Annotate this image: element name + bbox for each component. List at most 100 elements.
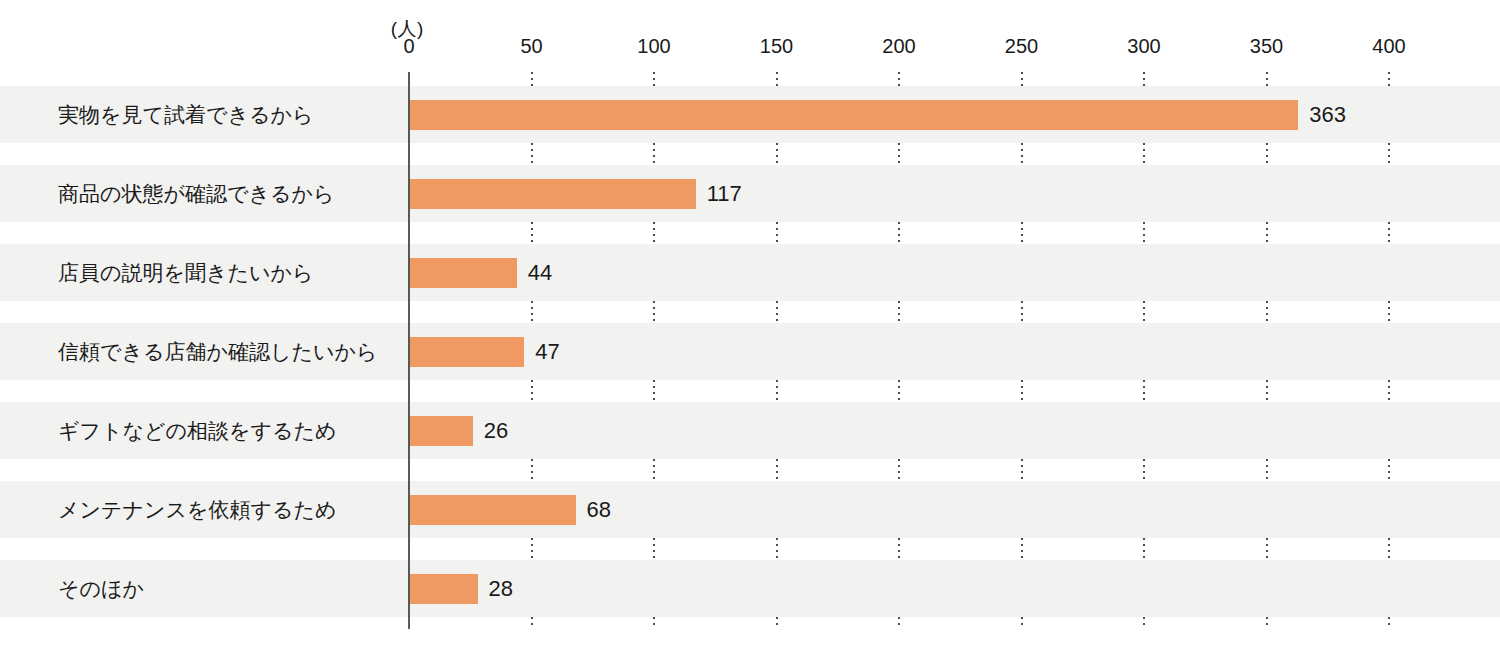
gridline-segment [1388, 617, 1390, 629]
gridline-segment [898, 222, 900, 244]
gridline-segment [776, 143, 778, 165]
gridline-segment [531, 143, 533, 165]
gridline-segment [1143, 380, 1145, 402]
gridline-segment [531, 380, 533, 402]
chart-row: 信頼できる店舗か確認したいから 47 [0, 323, 1500, 380]
gridline-segment [1388, 380, 1390, 402]
gridline-segment [531, 617, 533, 629]
gridline-segment [653, 301, 655, 323]
x-tick-label: 250 [1005, 35, 1038, 58]
category-label: ギフトなどの相談をするため [58, 417, 336, 445]
x-tick-label: 400 [1372, 35, 1405, 58]
gridline-segment [1266, 538, 1268, 560]
value-label: 44 [528, 260, 552, 286]
gridline-segment [531, 459, 533, 481]
chart-row: 商品の状態が確認できるから 117 [0, 165, 1500, 222]
category-label: 商品の状態が確認できるから [58, 180, 334, 208]
gridline-segment [531, 222, 533, 244]
gridline-segment [1266, 222, 1268, 244]
bar [409, 416, 473, 446]
gridline-segment [1266, 72, 1268, 86]
gridline-segment [776, 72, 778, 86]
bar [409, 337, 524, 367]
gridline-segment [1266, 143, 1268, 165]
value-label: 68 [587, 497, 611, 523]
category-label: メンテナンスを依頼するため [58, 496, 336, 524]
gridline-segment [1388, 222, 1390, 244]
gridline-segment [1143, 301, 1145, 323]
gridline-segment [1021, 380, 1023, 402]
gridline-segment [898, 617, 900, 629]
gridline-segment [1388, 301, 1390, 323]
chart-row: そのほか 28 [0, 560, 1500, 617]
gridline-segment [776, 222, 778, 244]
gridline-segment [531, 301, 533, 323]
gridline-segment [653, 459, 655, 481]
x-tick-label: 100 [637, 35, 670, 58]
x-tick-label: 200 [882, 35, 915, 58]
gridline-segment [776, 617, 778, 629]
gridline-segment [653, 617, 655, 629]
gridline-segment [653, 222, 655, 244]
category-label: 実物を見て試着できるから [58, 101, 313, 129]
gridline-segment [1143, 222, 1145, 244]
gridline-segment [776, 380, 778, 402]
gridline-segment [1388, 538, 1390, 560]
gridline-segment [1266, 617, 1268, 629]
x-tick-label: 150 [760, 35, 793, 58]
bar [409, 100, 1298, 130]
gridline-segment [531, 72, 533, 86]
gridline-segment [1143, 617, 1145, 629]
gridline-segment [1266, 301, 1268, 323]
gridline-segment [1143, 538, 1145, 560]
gridline-segment [1266, 459, 1268, 481]
gridline-segment [1021, 459, 1023, 481]
gridline-segment [898, 538, 900, 560]
value-label: 117 [707, 181, 742, 207]
gridline-segment [1021, 538, 1023, 560]
y-axis-line [408, 72, 410, 629]
gridline-segment [898, 301, 900, 323]
x-tick-label: 350 [1250, 35, 1283, 58]
bar [409, 179, 696, 209]
category-label: 信頼できる店舗か確認したいから [58, 338, 377, 366]
gridline-segment [898, 143, 900, 165]
x-tick-label: 50 [520, 35, 542, 58]
gridline-segment [1143, 459, 1145, 481]
gridline-segment [898, 72, 900, 86]
bar [409, 258, 517, 288]
gridline-segment [776, 459, 778, 481]
gridline-segment [898, 459, 900, 481]
gridline-segment [898, 380, 900, 402]
category-label: 店員の説明を聞きたいから [58, 259, 313, 287]
bar [409, 495, 576, 525]
chart-row: 店員の説明を聞きたいから 44 [0, 244, 1500, 301]
gridline-segment [531, 538, 533, 560]
x-tick-label: 300 [1127, 35, 1160, 58]
gridline-segment [1388, 72, 1390, 86]
gridline-segment [1266, 380, 1268, 402]
gridline-segment [1388, 143, 1390, 165]
gridline-segment [1021, 222, 1023, 244]
chart-row: 実物を見て試着できるから 363 [0, 86, 1500, 143]
gridline-segment [1021, 72, 1023, 86]
chart-row: ギフトなどの相談をするため 26 [0, 402, 1500, 459]
gridline-segment [653, 380, 655, 402]
gridline-segment [1143, 143, 1145, 165]
x-tick-label: 0 [403, 35, 414, 58]
value-label: 26 [484, 418, 508, 444]
gridline-segment [653, 143, 655, 165]
gridline-segment [1021, 301, 1023, 323]
bar-chart: (人) 050100150200250300350400 実物を見て試着できるか… [0, 0, 1500, 659]
gridline-segment [1388, 459, 1390, 481]
chart-row: メンテナンスを依頼するため 68 [0, 481, 1500, 538]
gridline-segment [776, 301, 778, 323]
value-label: 363 [1309, 102, 1346, 128]
value-label: 28 [489, 576, 513, 602]
gridline-segment [776, 538, 778, 560]
category-label: そのほか [58, 575, 144, 603]
value-label: 47 [535, 339, 559, 365]
gridline-segment [1021, 143, 1023, 165]
gridline-segment [1143, 72, 1145, 86]
gridline-segment [1021, 617, 1023, 629]
